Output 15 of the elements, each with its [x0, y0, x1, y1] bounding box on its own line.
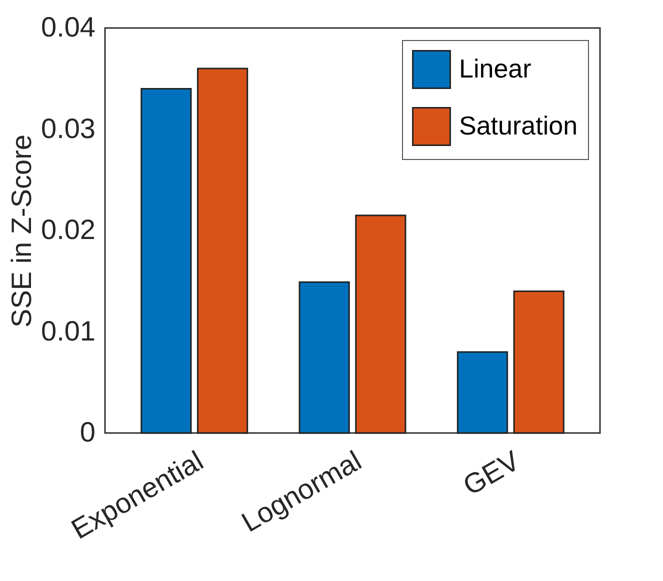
legend-label: Linear [459, 54, 532, 84]
bar [196, 68, 248, 434]
legend-label: Saturation [459, 110, 578, 140]
bar [298, 281, 350, 434]
bar [513, 290, 564, 434]
x-tick-label: GEV [458, 444, 525, 502]
y-tick-label: 0.02 [41, 214, 96, 245]
y-axis-title: SSE in Z-Score [6, 134, 38, 328]
y-tick-label: 0.01 [41, 315, 96, 346]
y-tick-label: 0.03 [41, 112, 96, 144]
bar [456, 351, 508, 434]
y-tick-label: 0 [80, 416, 96, 448]
bar [140, 88, 192, 434]
bar [355, 214, 406, 434]
y-tick-label: 0.04 [41, 12, 96, 42]
